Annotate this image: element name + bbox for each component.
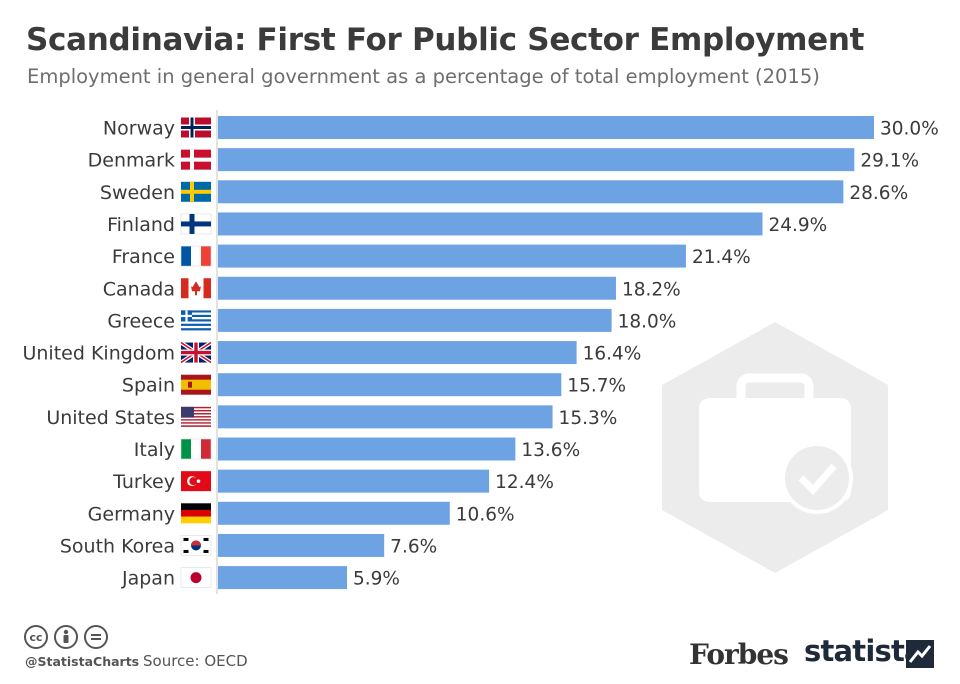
category-label: Italy: [134, 439, 175, 461]
value-label: 15.7%: [567, 376, 626, 397]
category-label: South Korea: [60, 535, 175, 557]
spain-flag-icon: [181, 374, 211, 395]
category-label: Finland: [107, 214, 175, 236]
value-label: 18.2%: [622, 279, 681, 300]
license-icons: cc: [24, 625, 108, 649]
norway-flag-icon: [181, 117, 211, 138]
bar: [218, 180, 844, 204]
bar: [218, 212, 763, 236]
italy-flag-icon: [180, 438, 212, 460]
turkey-flag-icon: [181, 471, 211, 492]
value-label: 7.6%: [390, 536, 437, 557]
category-label: France: [112, 246, 175, 268]
japan-flag-icon: [180, 567, 212, 588]
value-label: 21.4%: [692, 247, 751, 268]
bar: [218, 341, 577, 365]
category-label: United Kingdom: [22, 343, 175, 365]
bar: [218, 308, 612, 332]
value-label: 18.0%: [618, 311, 677, 332]
value-label: 28.6%: [849, 183, 908, 204]
forbes-logo[interactable]: Forbes: [689, 638, 789, 671]
bar: [218, 469, 490, 493]
bar: [218, 501, 450, 525]
statista-handle[interactable]: @StatistaCharts: [25, 654, 140, 669]
bar: [218, 244, 686, 268]
category-label: Sweden: [100, 182, 175, 204]
statista-mark-icon: [906, 640, 934, 668]
briefcase-watermark-icon: [662, 322, 888, 573]
bar: [218, 148, 855, 172]
value-label: 16.4%: [583, 344, 642, 365]
chart-title: Scandinavia: First For Public Sector Emp…: [26, 22, 865, 58]
chart-subtitle: Employment in general government as a pe…: [27, 65, 820, 88]
bar: [218, 405, 553, 429]
value-label: 15.3%: [559, 408, 618, 429]
source-text: Source: OECD: [143, 652, 248, 670]
category-label: Norway: [103, 118, 175, 140]
bar-chart: Norway 30.0% Denmark 29.1% Sweden 28.6% Finlan…: [22, 110, 939, 594]
category-label: United States: [46, 407, 175, 429]
category-label: Spain: [122, 375, 175, 397]
france-flag-icon: [180, 245, 212, 267]
category-label: Turkey: [112, 471, 175, 493]
bar: [218, 533, 385, 557]
statista-logo[interactable]: statista: [804, 634, 924, 668]
germany-flag-icon: [181, 503, 211, 524]
uk-flag-icon: [179, 340, 213, 365]
category-label: Japan: [121, 568, 175, 590]
bar: [218, 116, 874, 139]
category-label: Canada: [103, 278, 175, 300]
by-icon: [54, 625, 78, 649]
value-label: 24.9%: [768, 215, 827, 236]
denmark-flag-icon: [181, 149, 211, 170]
finland-flag-icon: [180, 213, 212, 235]
equals-icon: [84, 625, 108, 649]
value-label: 29.1%: [860, 151, 919, 172]
bar: [218, 566, 348, 590]
category-label: Greece: [107, 310, 175, 332]
category-label: Denmark: [88, 150, 175, 172]
south-korea-flag-icon: [180, 535, 212, 556]
value-label: 10.6%: [456, 504, 515, 525]
bar: [218, 437, 516, 461]
canada-flag-icon: [181, 278, 211, 299]
value-label: 30.0%: [880, 119, 939, 140]
sweden-flag-icon: [181, 181, 211, 202]
cc-icon: cc: [24, 625, 48, 649]
bar: [218, 276, 616, 300]
value-label: 13.6%: [521, 440, 580, 461]
greece-flag-icon: [181, 310, 211, 331]
bar: [218, 373, 562, 397]
value-label: 5.9%: [353, 569, 400, 590]
value-label: 12.4%: [495, 472, 554, 493]
category-label: Germany: [88, 503, 175, 525]
usa-flag-icon: [181, 406, 211, 427]
